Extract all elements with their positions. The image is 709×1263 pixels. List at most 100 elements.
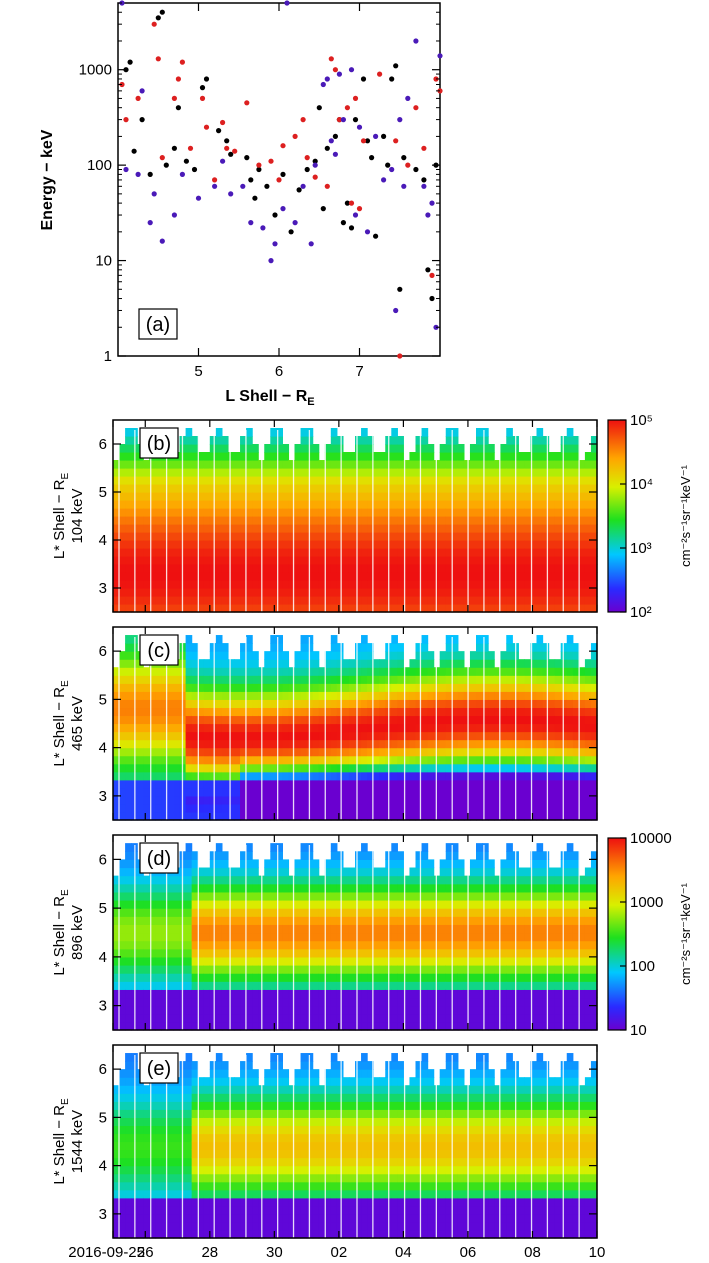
heatmap-cell — [270, 851, 277, 860]
panel-a-point-blue-26 — [328, 138, 334, 144]
heatmap-cell — [578, 596, 586, 605]
panel-a-point-black-29 — [320, 206, 326, 212]
heatmap-cell — [203, 540, 211, 549]
heatmap-cell — [578, 779, 586, 789]
heatmap-cell — [457, 916, 465, 925]
heatmap-cell — [173, 1021, 181, 1031]
heatmap-cell — [197, 795, 205, 805]
heatmap-cell — [185, 771, 193, 781]
heatmap-cell — [252, 787, 259, 797]
heatmap-cell — [215, 811, 223, 821]
heatmap-cell — [197, 707, 205, 717]
heatmap-cell — [451, 596, 459, 605]
heatmap-cell — [125, 859, 132, 869]
heatmap-cell — [191, 667, 199, 676]
heatmap-cell — [252, 747, 259, 757]
panel-ylabel: L* Shell − RE — [51, 473, 71, 560]
heatmap-cell — [536, 580, 544, 589]
heatmap-cell — [421, 715, 429, 725]
heatmap-cell — [324, 891, 332, 901]
heatmap-cell — [185, 715, 193, 725]
heatmap-cell — [348, 484, 356, 493]
heatmap-cell — [215, 580, 223, 589]
heatmap-cell — [282, 924, 290, 934]
heatmap-cell — [294, 779, 302, 789]
heatmap-cell — [361, 500, 368, 509]
heatmap-cell — [463, 572, 471, 581]
heatmap-cell — [215, 532, 223, 541]
panel-label: (c) — [147, 640, 170, 662]
heatmap-cell — [415, 997, 423, 1007]
heatmap-cell — [125, 556, 132, 565]
heatmap-cell — [421, 883, 429, 893]
heatmap-cell — [439, 940, 447, 950]
heatmap-cell — [197, 811, 205, 821]
heatmap-cell — [234, 500, 241, 509]
heatmap-cell — [312, 444, 320, 453]
heatmap-cell — [482, 532, 489, 541]
heatmap-cell — [397, 747, 404, 757]
heatmap-cell — [518, 580, 525, 589]
panel-a-point-red-8 — [179, 59, 185, 65]
heatmap-cell — [173, 667, 181, 676]
heatmap-cell — [318, 715, 326, 725]
heatmap-cell — [240, 916, 247, 925]
heatmap-cell — [451, 795, 459, 805]
heatmap-cell — [270, 436, 277, 445]
heatmap-cell — [476, 731, 483, 741]
heatmap-cell — [530, 460, 538, 469]
heatmap-cell — [318, 883, 326, 893]
heatmap-cell — [161, 604, 169, 613]
heatmap-cell — [379, 452, 386, 461]
panel-a-point-black-37 — [360, 76, 367, 82]
heatmap-cell — [252, 540, 259, 549]
heatmap-cell — [391, 468, 398, 477]
heatmap-cell — [355, 924, 362, 934]
heatmap-cell — [149, 779, 156, 789]
heatmap-cell — [336, 468, 344, 477]
heatmap-cell — [500, 484, 507, 493]
heatmap-cell — [119, 659, 126, 668]
heatmap-cell — [324, 731, 332, 741]
heatmap-cell — [240, 548, 247, 557]
heatmap-cell — [312, 932, 320, 942]
heatmap-cell — [348, 924, 356, 934]
heatmap-cell — [221, 460, 229, 469]
heatmap-cell — [282, 731, 290, 741]
heatmap-cell — [506, 739, 513, 749]
heatmap-cell — [119, 452, 126, 461]
heatmap-cell — [536, 516, 544, 525]
heatmap-cell — [572, 540, 580, 549]
heatmap-cell — [197, 916, 205, 925]
heatmap-cell — [536, 643, 544, 652]
heatmap-cell — [578, 492, 586, 501]
heatmap-cell — [300, 989, 308, 999]
heatmap-cell — [361, 651, 368, 660]
heatmap-cell — [330, 604, 338, 613]
heatmap-cell — [143, 973, 150, 982]
heatmap-cell — [530, 731, 538, 741]
heatmap-cell — [288, 588, 296, 597]
heatmap-cell — [403, 981, 411, 990]
heatmap-cell — [530, 588, 538, 597]
heatmap-cell — [451, 476, 459, 485]
heatmap-cell — [542, 572, 550, 581]
heatmap-cell — [330, 508, 338, 517]
heatmap-cell — [355, 940, 362, 950]
heatmap-cell — [336, 981, 344, 990]
heatmap-cell — [355, 492, 362, 501]
heatmap-cell — [590, 715, 598, 725]
heatmap-cell — [227, 699, 235, 709]
heatmap-cell — [379, 659, 386, 668]
heatmap-cell — [397, 683, 404, 692]
heatmap-cell — [185, 795, 193, 805]
heatmap-cell — [373, 916, 380, 925]
heatmap-cell — [300, 723, 308, 733]
heatmap-cell — [215, 867, 223, 877]
heatmap-cell — [536, 787, 544, 797]
heatmap-cell — [355, 683, 362, 692]
heatmap-cell — [240, 747, 247, 757]
heatmap-cell — [155, 924, 162, 934]
heatmap-cell — [367, 596, 374, 605]
heatmap-cell — [482, 675, 489, 684]
